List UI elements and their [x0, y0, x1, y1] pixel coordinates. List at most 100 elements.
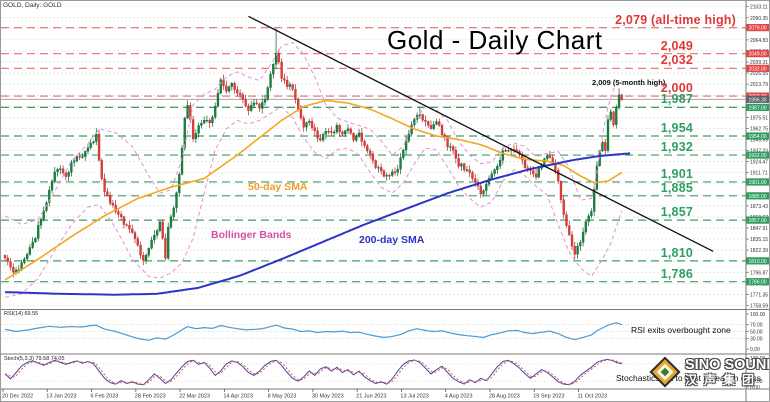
candle-body [421, 114, 424, 121]
candle-body [61, 168, 65, 174]
candle-body [219, 79, 222, 94]
candle-body [587, 215, 590, 222]
candle-body [250, 105, 253, 111]
candle-body [3, 255, 7, 259]
candle-body [100, 160, 103, 179]
candle-body [67, 172, 70, 177]
candle-body [399, 157, 402, 170]
candle-body [568, 225, 571, 236]
candle-body [197, 125, 200, 134]
candle-body [208, 119, 211, 124]
candle-body [601, 142, 604, 152]
resistance-price-box-text: 2049.00 [749, 52, 767, 58]
candle-body [95, 133, 98, 142]
candle-body [233, 83, 236, 90]
trendline [248, 15, 714, 252]
candle-body [341, 131, 344, 135]
candle-body [39, 219, 43, 226]
candle-body [214, 106, 217, 118]
level-label: 1,857 [660, 205, 693, 220]
candle-body [86, 147, 90, 152]
candle-body [131, 228, 134, 233]
resistance-price-box [746, 50, 769, 58]
candle-body [385, 175, 388, 177]
candle-body [122, 216, 126, 225]
candle-body [393, 171, 397, 173]
candle-body [108, 195, 112, 204]
support-price-box [746, 257, 769, 265]
date-label: 6 Feb 2023 [91, 394, 119, 400]
candle-body [504, 150, 507, 152]
candle-body [299, 109, 303, 119]
candle-body [25, 254, 29, 260]
resistance-price-box [746, 64, 769, 72]
candle-body [377, 167, 380, 169]
candle-body [34, 238, 37, 243]
stoch-panel-label: Stoch(5,3,3) 79.58 74.05 [4, 356, 65, 362]
candle-body [227, 86, 231, 92]
candle-body [507, 150, 510, 152]
candle-body [402, 149, 405, 159]
candle-body [523, 159, 527, 168]
candle-body [543, 158, 546, 166]
resistance-price-box-text: 2032.00 [749, 66, 767, 72]
date-label: 13 Jan 2023 [46, 394, 76, 400]
candle-body [440, 125, 444, 136]
candle-body [380, 167, 383, 172]
candle-body [167, 227, 170, 259]
candle-body [84, 151, 87, 157]
candle-body [620, 94, 623, 100]
support-price-box [746, 192, 769, 200]
candle-body [612, 111, 615, 125]
price-tick-label: 1962.75 [750, 126, 768, 132]
candle-body [559, 181, 563, 200]
support-price-box-text: 1932.00 [749, 153, 767, 159]
candle-body [474, 178, 477, 183]
candle-body [150, 239, 153, 249]
five-month-high-annotation: 2,009 (5-month high) [592, 78, 666, 87]
symbol-label: GOLD, Daily: GOLD [3, 2, 62, 9]
candle-body [330, 131, 333, 133]
sma50-line [4, 99, 623, 281]
price-tick-label: 1822.39 [750, 248, 768, 254]
candle-body [338, 125, 341, 133]
candle-body [485, 184, 488, 191]
support-price-box-text: 1885.00 [749, 194, 767, 200]
price-tick-label: 1911.71 [750, 171, 768, 177]
candle-body [391, 171, 394, 176]
date-label: 19 Sep 2023 [533, 394, 564, 400]
candle-body [42, 210, 45, 220]
candle-body [534, 173, 538, 178]
candle-body [557, 170, 560, 182]
candle-body [114, 204, 117, 212]
candle-body [200, 122, 203, 126]
candle-body [451, 146, 455, 151]
candle-body [158, 221, 162, 231]
candle-body [413, 119, 416, 126]
candle-body [360, 132, 363, 142]
bollinger-lower-line [4, 105, 623, 298]
current-price-box-text: 1996.30 [749, 97, 767, 103]
current-price-box [746, 95, 769, 103]
candle-body [236, 89, 239, 94]
candle-body [604, 142, 607, 151]
date-label: 22 Mar 2023 [179, 394, 210, 400]
support-price-box [746, 151, 769, 159]
candle-body [573, 246, 576, 255]
support-price-box [746, 178, 769, 186]
candle-body [50, 180, 54, 191]
candle-body [164, 237, 167, 259]
candle-body [136, 238, 139, 246]
rsi-line [4, 322, 622, 341]
candle-body [169, 216, 173, 228]
support-price-box [746, 103, 769, 111]
candle-body [590, 211, 593, 217]
price-tick-label: 2103.11 [750, 5, 768, 11]
candle-body [153, 235, 156, 241]
support-price-box-text: 1810.00 [749, 259, 767, 265]
support-price-box [746, 278, 769, 286]
candle-body [255, 102, 258, 105]
candle-body [81, 156, 84, 158]
candle-body [479, 185, 482, 195]
candle-body [581, 231, 585, 243]
